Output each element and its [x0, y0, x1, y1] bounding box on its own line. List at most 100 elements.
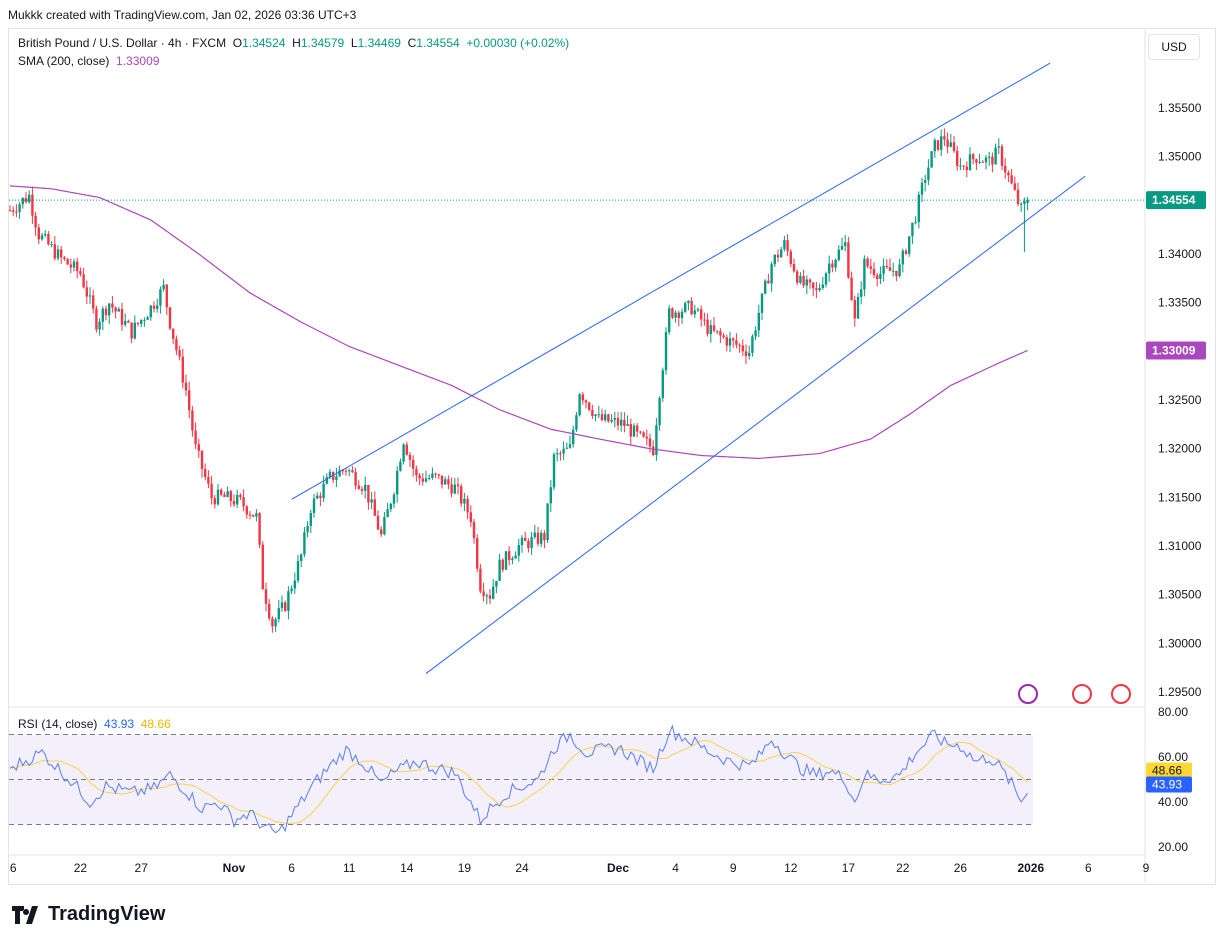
rsi-ma-value: 48.66 [140, 717, 171, 731]
candle-up [1020, 203, 1023, 205]
symbol-name[interactable]: British Pound / U.S. Dollar · 4h · FXCM [18, 36, 227, 50]
candle-up [117, 309, 120, 312]
rsi-legend[interactable]: RSI (14, close) 43.93 48.66 [18, 717, 171, 731]
candle-down [776, 254, 780, 258]
candle-up [984, 157, 988, 163]
rsi-band-fill [9, 734, 1033, 825]
candle-up [293, 580, 296, 589]
candle-down [85, 287, 88, 297]
candle-up [143, 319, 146, 321]
time-tick-label: 19 [458, 861, 472, 875]
candle-down [741, 345, 744, 352]
candle-down [207, 477, 210, 484]
candle-down [869, 266, 872, 269]
candle-down [95, 308, 98, 330]
candle-up [927, 167, 930, 180]
candle-down [972, 154, 975, 160]
candle-down [210, 483, 213, 499]
candle-down [421, 478, 424, 482]
candle-down [415, 468, 418, 476]
rsi-ma-tag-bg [1146, 762, 1192, 779]
candle-up [1023, 201, 1026, 204]
candle-up [773, 254, 776, 265]
rsi-ma-line [9, 740, 1028, 824]
price-tick-label: 1.30500 [1158, 588, 1202, 602]
time-tick-label: 26 [954, 861, 968, 875]
candle-up [783, 240, 786, 250]
sma-legend[interactable]: SMA (200, close) 1.33009 [18, 54, 159, 68]
chart-frame[interactable] [8, 28, 1216, 885]
time-tick-label: 9 [1143, 861, 1150, 875]
high-value: 1.34579 [300, 36, 345, 50]
candle-down [648, 438, 652, 447]
time-tick-label: 14 [400, 861, 414, 875]
candle-up [920, 182, 924, 195]
candle-up [661, 370, 664, 399]
candle-down [242, 497, 245, 507]
sma-200-line [9, 185, 1028, 460]
candle-up [396, 470, 399, 495]
open-label: O [232, 36, 243, 50]
candle-down [357, 485, 360, 489]
candle-down [536, 532, 540, 544]
price-tick-label: 1.32500 [1158, 393, 1202, 407]
candle-down [76, 261, 79, 272]
currency-button[interactable]: USD [1148, 34, 1200, 60]
candle-up [312, 498, 316, 513]
candle-up [968, 154, 972, 171]
candle-down [197, 444, 200, 451]
candle-up [860, 289, 863, 297]
candle-down [271, 618, 274, 627]
candle-down [591, 409, 594, 417]
time-tick-label: 22 [896, 861, 910, 875]
candle-up [296, 560, 300, 581]
tradingview-logo[interactable]: TradingView [12, 903, 165, 926]
candle-down [543, 532, 546, 541]
candle-down [319, 495, 322, 499]
channel-upper-trendline [291, 62, 1051, 500]
rsi-value-tag: 43.93 [1152, 778, 1182, 792]
candle-up [44, 233, 47, 236]
candle-down [79, 271, 82, 275]
candle-up [274, 619, 277, 627]
candle-down [165, 284, 168, 308]
candle-down [268, 603, 271, 619]
candle-up [453, 484, 456, 494]
candle-down [469, 512, 472, 522]
candle-down [111, 303, 114, 308]
candle-up [674, 312, 677, 318]
candle-up [664, 332, 668, 371]
candle-down [642, 432, 645, 437]
time-tick-label: 6 [10, 861, 17, 875]
candle-down [434, 473, 437, 475]
candle-down [725, 337, 728, 346]
candle-down [904, 250, 908, 254]
candle-down [943, 136, 946, 140]
candle-down [677, 312, 680, 319]
candle-up [882, 265, 885, 274]
candle-down [440, 475, 444, 485]
candle-down [261, 544, 264, 590]
candle-down [130, 322, 133, 339]
candle-up [156, 305, 159, 309]
candle-down [885, 265, 888, 268]
rsi-tick-label: 40.00 [1158, 795, 1188, 809]
candle-up [533, 532, 536, 538]
candle-down [1000, 146, 1004, 166]
candle-down [936, 140, 940, 150]
candle-up [658, 398, 661, 426]
candles [8, 128, 1029, 633]
candle-up [133, 322, 136, 339]
candle-down [408, 454, 412, 460]
candle-up [149, 305, 152, 318]
time-tick-label: 24 [515, 861, 529, 875]
symbol-legend: British Pound / U.S. Dollar · 4h · FXCM … [18, 36, 569, 50]
candle-up [514, 555, 517, 559]
candle-down [213, 498, 216, 505]
candle-up [255, 513, 258, 517]
sma-value: 1.33009 [116, 54, 160, 68]
candle-up [680, 311, 684, 319]
candle-up [338, 470, 341, 477]
candle-down [12, 210, 15, 212]
